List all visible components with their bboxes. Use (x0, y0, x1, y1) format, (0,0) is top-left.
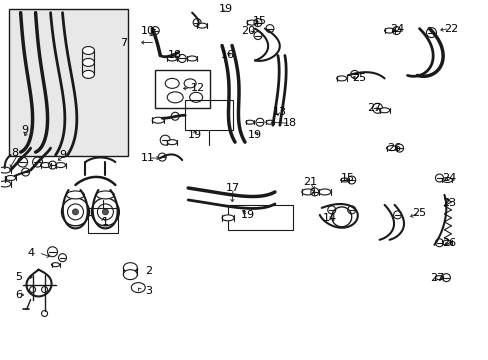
Circle shape (67, 204, 83, 220)
Text: 11: 11 (141, 153, 155, 163)
Text: 5: 5 (15, 272, 22, 282)
Text: 17: 17 (225, 183, 240, 193)
Circle shape (97, 204, 113, 220)
Ellipse shape (0, 181, 11, 187)
Text: 15: 15 (340, 173, 354, 183)
Circle shape (72, 209, 78, 215)
Ellipse shape (96, 191, 114, 199)
Text: 15: 15 (252, 15, 266, 26)
Text: 1: 1 (102, 217, 109, 227)
Ellipse shape (384, 28, 394, 33)
Text: 18: 18 (282, 118, 296, 128)
Ellipse shape (0, 167, 11, 173)
Text: 25: 25 (352, 73, 366, 84)
Text: 22: 22 (444, 24, 458, 33)
Text: 8: 8 (11, 148, 18, 158)
Text: 9: 9 (59, 150, 66, 160)
Text: 19: 19 (188, 130, 202, 140)
Ellipse shape (184, 79, 196, 88)
Ellipse shape (123, 270, 137, 280)
Ellipse shape (435, 276, 443, 280)
Text: 19: 19 (241, 210, 255, 220)
Text: 24: 24 (441, 173, 456, 183)
Text: 20: 20 (241, 26, 255, 36)
Ellipse shape (301, 189, 313, 195)
Text: 27: 27 (367, 103, 381, 113)
Ellipse shape (222, 215, 234, 221)
Circle shape (91, 198, 119, 226)
Text: 6: 6 (15, 289, 22, 300)
Text: 26: 26 (386, 143, 401, 153)
Ellipse shape (189, 92, 202, 102)
Ellipse shape (82, 58, 94, 67)
Text: 3: 3 (144, 285, 151, 296)
Ellipse shape (152, 117, 164, 123)
Bar (227, 205, 292, 230)
Text: 12: 12 (191, 84, 205, 93)
Ellipse shape (167, 92, 183, 103)
Text: 16: 16 (221, 50, 235, 60)
Ellipse shape (379, 108, 389, 113)
Text: 23: 23 (442, 198, 455, 208)
Text: 21: 21 (302, 177, 316, 187)
Ellipse shape (167, 140, 177, 145)
Ellipse shape (340, 178, 348, 182)
Ellipse shape (265, 120, 273, 124)
Ellipse shape (6, 176, 16, 180)
Ellipse shape (318, 189, 330, 195)
Ellipse shape (56, 163, 65, 167)
Bar (185, 100, 233, 130)
Text: 24: 24 (389, 24, 404, 33)
Ellipse shape (187, 56, 197, 61)
Circle shape (30, 287, 36, 293)
Ellipse shape (197, 23, 207, 28)
Text: 27: 27 (429, 273, 444, 283)
Text: 2: 2 (144, 266, 152, 276)
Text: 13: 13 (272, 107, 286, 117)
Bar (88, 215, 118, 233)
Ellipse shape (386, 146, 396, 150)
Ellipse shape (131, 283, 145, 293)
Bar (155, 71, 210, 108)
Ellipse shape (442, 177, 451, 183)
Ellipse shape (82, 71, 94, 78)
Ellipse shape (245, 120, 253, 124)
Circle shape (331, 207, 351, 227)
Ellipse shape (165, 78, 179, 88)
Text: 9: 9 (21, 125, 28, 135)
Text: 4: 4 (27, 248, 34, 258)
Text: 25: 25 (411, 208, 426, 218)
Text: 19: 19 (247, 130, 262, 140)
Ellipse shape (123, 263, 137, 273)
Circle shape (61, 198, 89, 226)
Text: 18: 18 (168, 50, 182, 60)
Ellipse shape (82, 46, 94, 54)
Text: 7: 7 (120, 37, 127, 48)
Text: 10: 10 (141, 26, 155, 36)
Ellipse shape (246, 20, 256, 25)
Text: 19: 19 (219, 4, 233, 14)
Ellipse shape (167, 56, 177, 61)
Ellipse shape (51, 263, 60, 267)
Ellipse shape (442, 240, 451, 245)
Ellipse shape (66, 191, 84, 199)
Text: 26: 26 (442, 238, 455, 248)
Ellipse shape (336, 76, 346, 81)
Circle shape (41, 287, 47, 293)
Text: 14: 14 (322, 213, 336, 223)
Ellipse shape (41, 163, 50, 167)
Bar (9, 9, 128, 156)
Circle shape (102, 209, 108, 215)
